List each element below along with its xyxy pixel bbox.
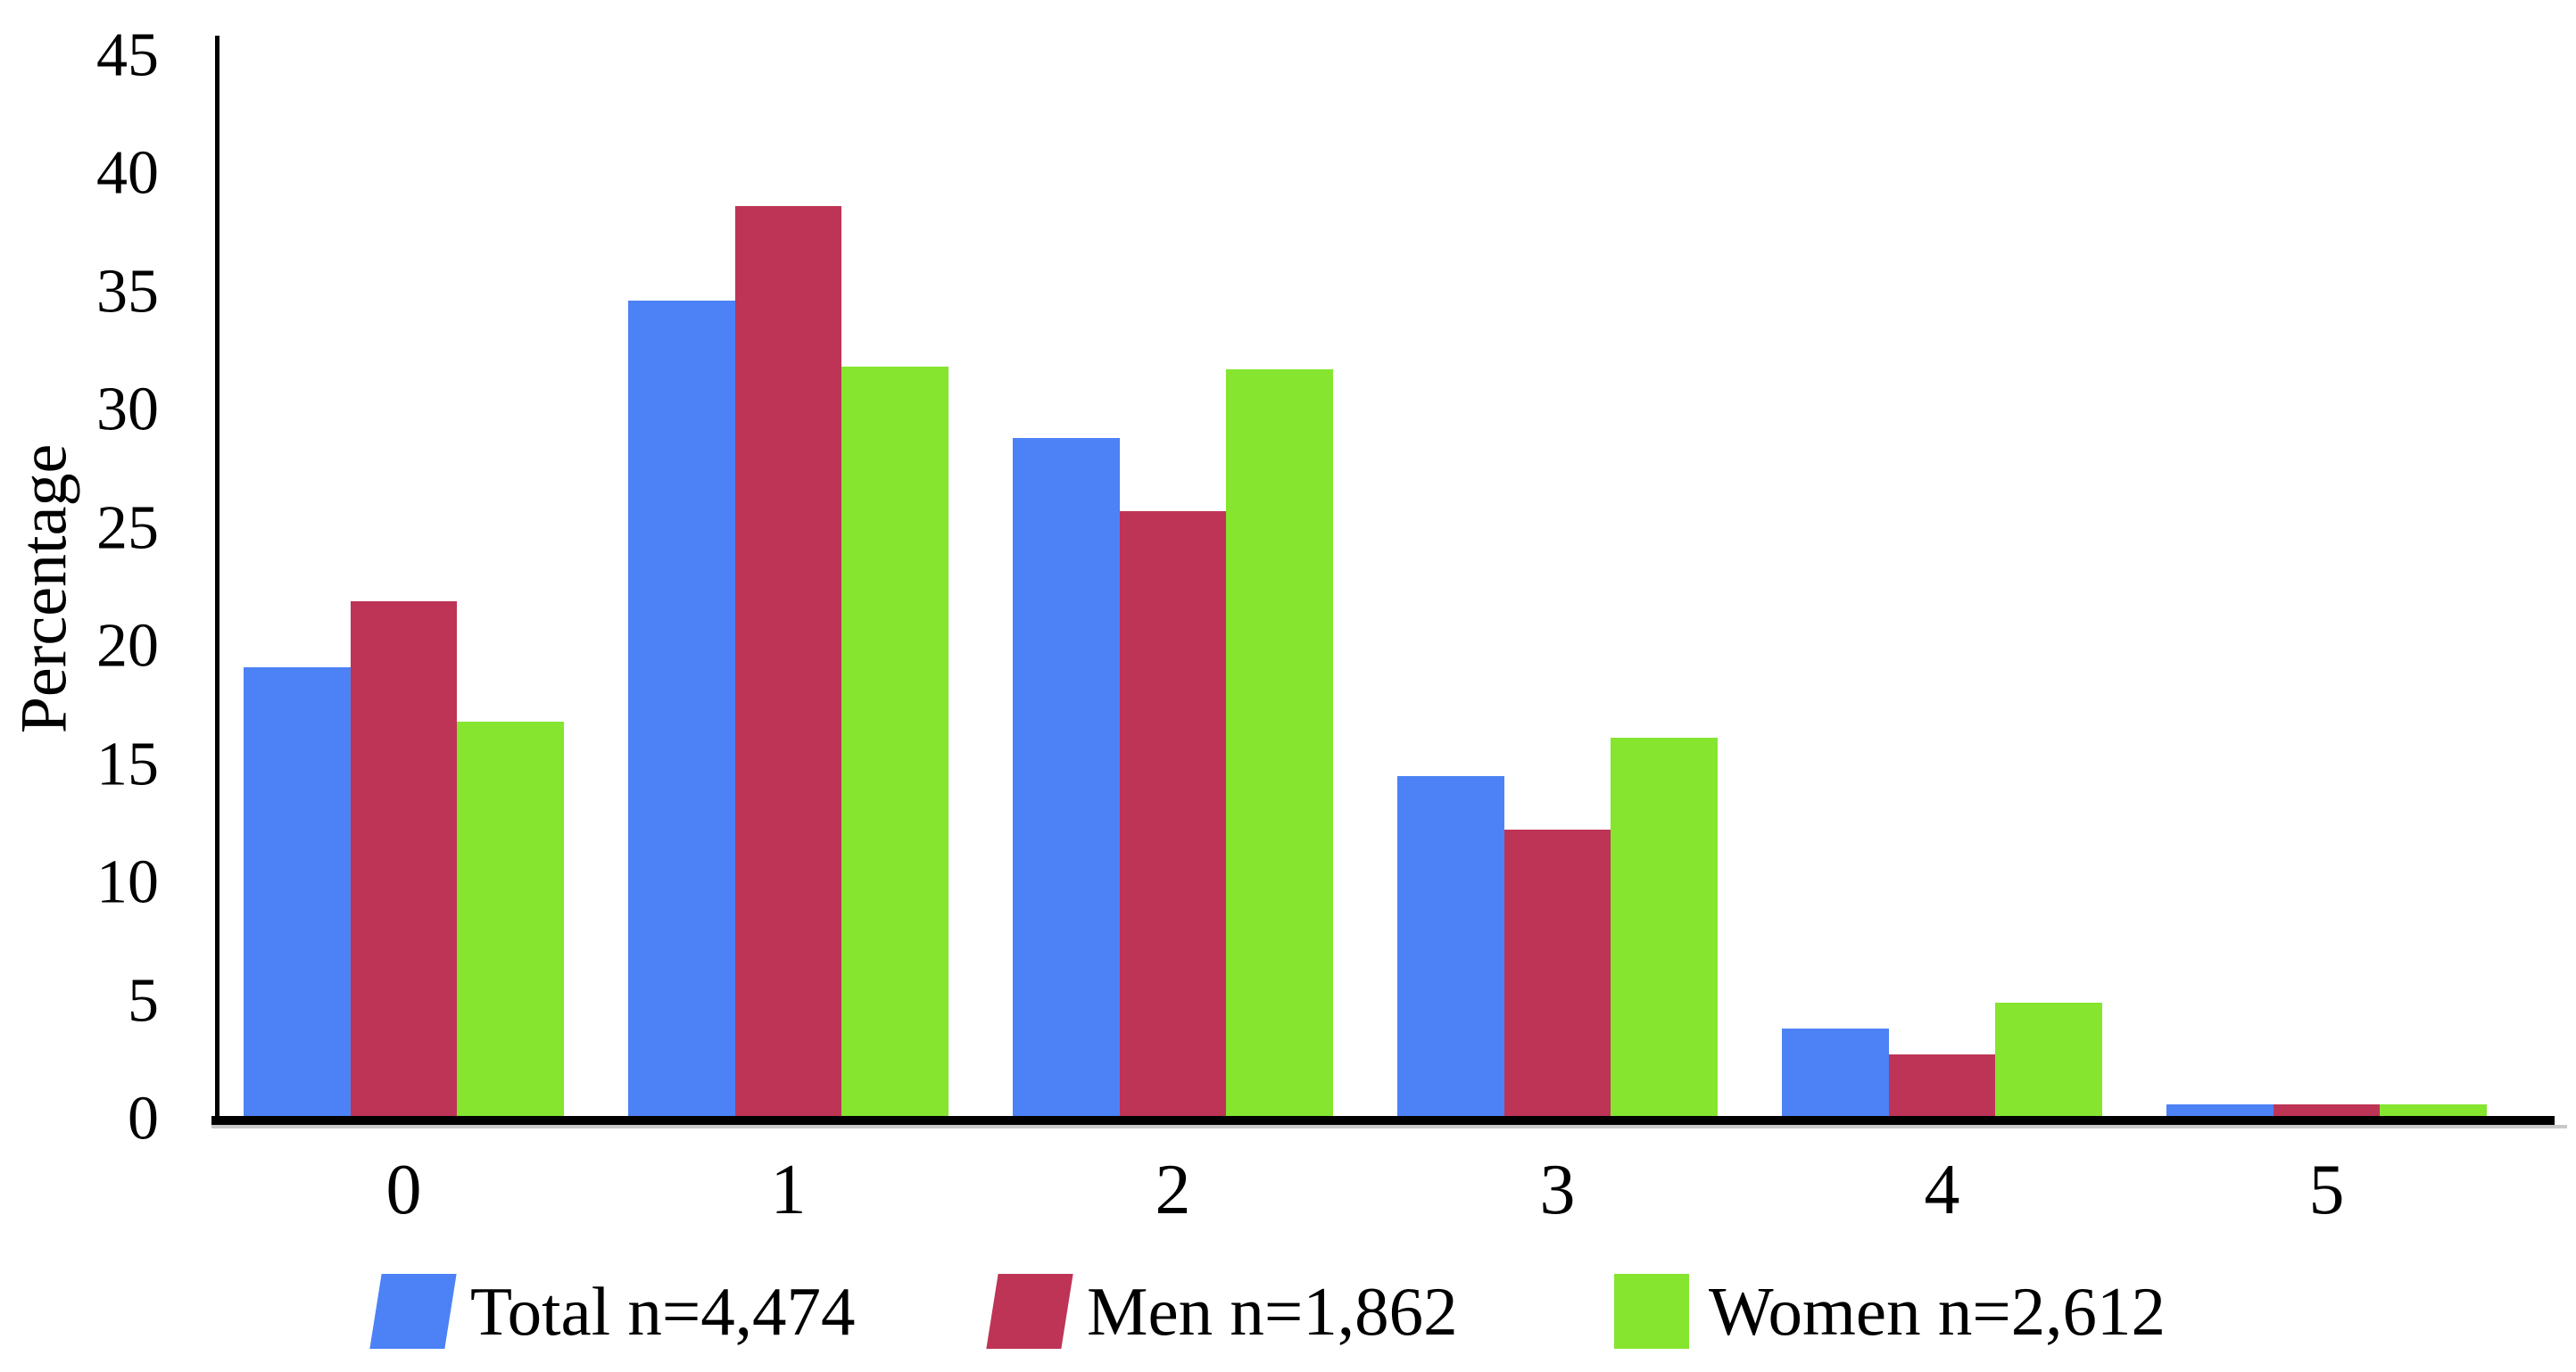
bar-women-cat5 [2380, 1104, 2488, 1116]
x-category-label-2: 2 [1155, 1151, 1191, 1229]
y-tick-label-5: 5 [128, 966, 159, 1036]
y-tick-label-45: 45 [96, 21, 159, 90]
legend-item-women: Women n=2,612 [1614, 1274, 2166, 1349]
bar-total-cat5 [2166, 1104, 2274, 1116]
y-axis-line [215, 36, 219, 1125]
legend-label-total: Total n=4,474 [470, 1273, 856, 1350]
legend-swatch-men [986, 1274, 1073, 1349]
bar-total-cat3 [1396, 776, 1504, 1116]
bar-men-cat5 [2273, 1104, 2381, 1116]
bar-total-cat4 [1781, 1029, 1889, 1116]
bar-women-cat4 [1995, 1003, 2103, 1116]
legend-label-men: Men n=1,862 [1087, 1273, 1458, 1350]
legend-swatch-total [369, 1274, 457, 1349]
y-tick-label-0: 0 [128, 1084, 159, 1153]
bar-women-cat3 [1611, 738, 1719, 1116]
bar-women-cat2 [1226, 369, 1334, 1116]
bar-group-0 [211, 0, 596, 1116]
bar-men-cat1 [734, 206, 842, 1116]
bar-men-cat2 [1119, 511, 1227, 1116]
legend-label-women: Women n=2,612 [1709, 1273, 2166, 1350]
y-tick-label-20: 20 [96, 611, 159, 681]
x-category-labels: 0 1 2 3 4 5 [211, 1153, 2519, 1227]
x-axis-line [211, 1116, 2555, 1125]
bar-group-5 [2134, 0, 2519, 1116]
bar-men-cat3 [1503, 830, 1611, 1116]
legend-item-total: Total n=4,474 [369, 1273, 856, 1350]
y-tick-labels: 0 5 10 15 20 25 30 35 40 45 [0, 0, 159, 1372]
x-category-label-4: 4 [1924, 1151, 1960, 1229]
bar-men-cat4 [1888, 1054, 1996, 1116]
plot-area [211, 0, 2519, 1116]
bar-group-1 [596, 0, 981, 1116]
x-category-label-3: 3 [1539, 1151, 1576, 1229]
bar-group-4 [1750, 0, 2134, 1116]
legend-swatch-women [1614, 1274, 1689, 1349]
y-tick-label-25: 25 [96, 493, 159, 563]
y-tick-label-35: 35 [96, 257, 159, 326]
x-category-label-1: 1 [770, 1151, 807, 1229]
bar-women-cat1 [841, 367, 949, 1116]
y-tick-label-30: 30 [96, 375, 159, 444]
legend-item-men: Men n=1,862 [986, 1273, 1458, 1350]
bar-total-cat1 [627, 301, 735, 1116]
x-category-label-5: 5 [2308, 1151, 2345, 1229]
bar-group-3 [1365, 0, 1750, 1116]
x-category-label-0: 0 [385, 1151, 422, 1229]
bar-total-cat2 [1012, 438, 1120, 1116]
bar-women-cat0 [457, 722, 565, 1116]
bar-men-cat0 [350, 601, 458, 1116]
y-tick-label-15: 15 [96, 730, 159, 799]
y-tick-label-10: 10 [96, 847, 159, 917]
y-tick-label-40: 40 [96, 138, 159, 208]
x-axis-shadow [211, 1125, 2567, 1128]
bar-total-cat0 [243, 667, 351, 1116]
bar-group-2 [981, 0, 1365, 1116]
